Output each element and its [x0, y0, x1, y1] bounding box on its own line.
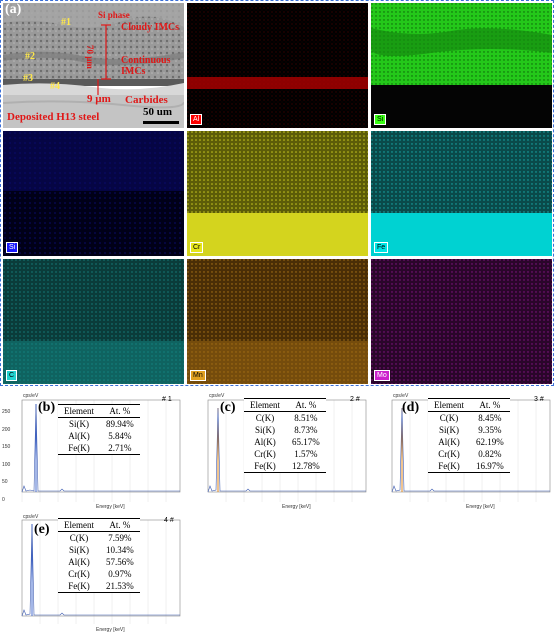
table-row: Fe(K) 21.53% — [58, 580, 140, 593]
y-unit-e: cps/eV — [23, 514, 39, 520]
spot-label-3: #3 — [23, 73, 33, 84]
spectrum-panel-c: Energy [keV] cps/eV 2 # (c) Element At. %… — [186, 390, 369, 510]
spot-id-c: 2 # — [350, 396, 360, 403]
table-row: C(K) 8.45% — [439, 413, 502, 423]
annotation-carbides: Carbides — [125, 94, 168, 106]
spot-label-4: #4 — [50, 81, 60, 92]
spectrum-panel-e: Energy [keV] cps/eV 4 # (e) Element At. %… — [0, 512, 183, 634]
spot-label-1: #1 — [61, 17, 71, 28]
eds-map-tile-7: Mn — [187, 259, 368, 384]
table-row: Si(K) 9.35% — [439, 425, 502, 435]
annotation-si-phase: Si phase — [98, 10, 130, 20]
x-axis-label-b: Energy [keV] — [96, 504, 125, 510]
eds-map-tag-2: Si — [374, 114, 387, 125]
y-unit-d: cps/eV — [393, 393, 409, 399]
table-row: C(K) 8.51% — [255, 413, 318, 423]
panel-a-letter: (a) — [5, 3, 22, 17]
composition-table-d: Element At. % C(K) 8.45% Si(K) 9.35% Al(K) 6… — [428, 398, 510, 473]
composition-table-b: Element At. % Si(K) 89.94% Al(K) 5.84% Fe(K… — [58, 404, 140, 455]
spot-label-2: #2 — [25, 51, 35, 62]
eds-map-tag-4: Cr — [190, 242, 204, 253]
annotation-layer-thickness: 9 µm — [87, 93, 111, 105]
table-row: Al(K) 62.19% — [438, 437, 504, 447]
table-row: Al(K) 65.17% — [254, 437, 320, 447]
eds-map-tag-8: Mo — [374, 370, 390, 381]
table-header-at: At. % — [295, 400, 317, 410]
spot-id-b: # 1 — [162, 396, 172, 403]
eds-map-tag-1: Al — [190, 114, 203, 125]
table-row: Si(K) 10.34% — [69, 545, 134, 555]
table-row: Cr(K) 1.57% — [254, 449, 318, 459]
table-header-at: At. % — [109, 520, 131, 530]
table-row: Fe(K) 12.78% — [244, 460, 326, 473]
annotation-substrate: Deposited H13 steel — [7, 111, 100, 123]
panel-letter-d: (d) — [402, 400, 420, 415]
sem-micrograph: (a) #1 #2 #3 #4 Si phase Cloudy IMCs 70 … — [3, 3, 184, 128]
spot-id-d: 3 # — [534, 396, 544, 403]
spectrum-panel-b: Energy [keV] cps/eV 250 200 150 100 50 0 # 1… — [0, 390, 183, 510]
eds-map-tile-6: C — [3, 259, 184, 384]
panel-a-eds-maps: (a) #1 #2 #3 #4 Si phase Cloudy IMCs 70 … — [0, 0, 554, 386]
eds-map-tile-2: Si — [371, 3, 552, 128]
table-header-element: Element — [434, 400, 464, 410]
table-row: Al(K) 57.56% — [68, 557, 134, 567]
scale-bar-label: 50 um — [143, 106, 173, 118]
x-axis-label-e: Energy [keV] — [96, 627, 125, 633]
y-unit-b: cps/eV — [23, 393, 39, 399]
panel-letter-b: (b) — [38, 400, 56, 415]
table-row: C(K) 7.59% — [69, 533, 132, 543]
x-axis-label-c: Energy [keV] — [282, 504, 311, 510]
eds-map-tag-7: Mn — [190, 370, 206, 381]
table-row: Si(K) 8.73% — [255, 425, 318, 435]
y-ticks-b: 250 200 150 100 50 0 — [2, 409, 11, 503]
eds-map-tile-5: Fe — [371, 131, 552, 256]
annotation-cloudy-imcs: Cloudy IMCs — [121, 22, 180, 33]
panel-letter-e: (e) — [34, 522, 50, 537]
composition-table-c: Element At. % C(K) 8.51% Si(K) 8.73% Al(K) 6… — [244, 398, 326, 473]
y-unit-c: cps/eV — [209, 393, 225, 399]
x-axis-label-d: Energy [keV] — [466, 504, 495, 510]
spot-id-e: 4 # — [164, 517, 174, 524]
table-header-element: Element — [64, 520, 94, 530]
table-row: Fe(K) 2.71% — [58, 442, 140, 455]
annotation-continuous-imcs: Continuous IMCs — [121, 55, 171, 77]
eds-map-tag-3: Si — [6, 242, 19, 253]
table-header-element: Element — [64, 406, 94, 416]
table-header-at: At. % — [479, 400, 501, 410]
table-row: Si(K) 89.94% — [69, 419, 134, 429]
eds-map-tag-5: Fe — [374, 242, 389, 253]
eds-map-tag-6: C — [6, 370, 18, 381]
panel-letter-c: (c) — [220, 400, 236, 415]
table-row: Al(K) 5.84% — [68, 431, 132, 441]
eds-map-tile-1: Al — [187, 3, 368, 128]
table-row: Cr(K) 0.97% — [68, 569, 132, 579]
table-header-at: At. % — [109, 406, 131, 416]
table-row: Cr(K) 0.82% — [438, 449, 502, 459]
spectrum-panel-d: Energy [keV] cps/eV 3 # (d) Element At. %… — [370, 390, 554, 510]
table-row: Fe(K) 16.97% — [428, 460, 510, 473]
table-header-element: Element — [250, 400, 280, 410]
eds-map-tile-4: Cr — [187, 131, 368, 256]
eds-map-tile-3: Si — [3, 131, 184, 256]
composition-table-e: Element At. % C(K) 7.59% Si(K) 10.34% Al(K)… — [58, 518, 140, 593]
eds-map-tile-8: Mo — [371, 259, 552, 384]
